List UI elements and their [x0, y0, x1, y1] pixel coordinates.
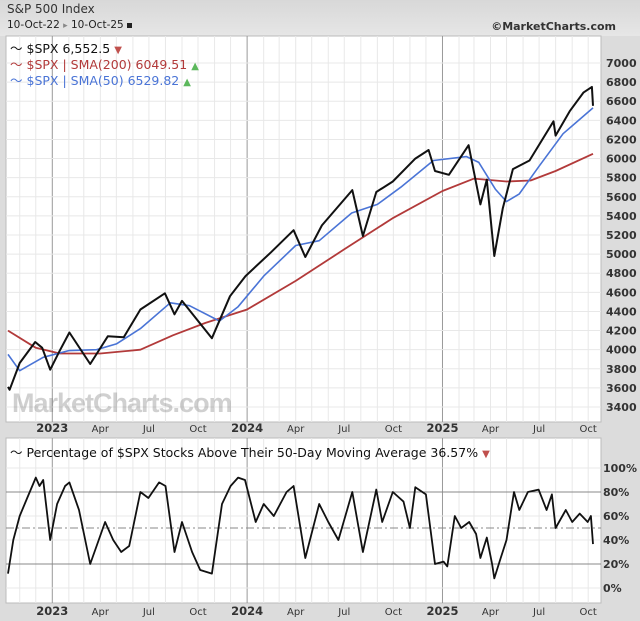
- x-tick-label: Oct: [189, 607, 206, 618]
- chart-title: S&P 500 Index: [7, 2, 95, 16]
- price-line: [7, 85, 594, 391]
- price-panel: [5, 35, 602, 423]
- y-tick-label: 6600: [606, 95, 637, 108]
- y-tick-label: 60%: [603, 510, 629, 523]
- down-triangle-icon: ▼: [114, 45, 122, 56]
- y-tick-label: 6800: [606, 76, 637, 89]
- x-tick-label: 2023: [36, 604, 68, 618]
- x-tick-label: 2023: [36, 421, 68, 435]
- x-tick-label: Oct: [580, 424, 597, 435]
- y-tick-label: 80%: [603, 486, 629, 499]
- y-tick-label: 3600: [606, 382, 637, 395]
- y-tick-label: 40%: [603, 534, 629, 547]
- x-tick-label: Apr: [92, 424, 110, 435]
- x-tick-label: 2024: [231, 604, 263, 618]
- line-icon: 〜: [10, 41, 23, 56]
- breadth-panel: [5, 437, 602, 604]
- legend-breadth-value: 36.57%: [430, 445, 479, 460]
- x-tick-label: Oct: [580, 607, 597, 618]
- y-tick-label: 3400: [606, 401, 637, 414]
- y-tick-label: 4600: [606, 286, 637, 299]
- x-tick-label: Jul: [337, 607, 350, 618]
- up-triangle-icon: ▲: [183, 77, 191, 88]
- y-tick-label: 6400: [606, 114, 637, 127]
- legend-sma50-value: 6529.82: [127, 73, 180, 88]
- legend-sma200-name: $SPX | SMA(200): [26, 57, 132, 72]
- y-tick-label: 4400: [606, 305, 637, 318]
- legend-price-value: 6,552.5: [62, 41, 111, 56]
- y-tick-label: 20%: [603, 558, 629, 571]
- chart-header: S&P 500 Index 10-Oct-22 ▸ 10-Oct-25 ©Mar…: [0, 0, 640, 36]
- x-tick-label: Jul: [532, 607, 545, 618]
- y-tick-label: 6200: [606, 133, 637, 146]
- y-tick-label: 5200: [606, 229, 637, 242]
- legend-sma50-name: $SPX | SMA(50): [26, 73, 124, 88]
- y-tick-label: 0%: [603, 582, 622, 595]
- x-tick-label: Apr: [482, 607, 500, 618]
- x-tick-label: 2025: [426, 604, 458, 618]
- breadth-line: [7, 476, 594, 580]
- x-tick-label: Jul: [142, 607, 155, 618]
- x-tick-label: Apr: [287, 607, 305, 618]
- range-start: 10-Oct-22: [7, 19, 60, 31]
- line-icon: 〜: [10, 73, 23, 88]
- up-triangle-icon: ▲: [191, 61, 199, 72]
- y-tick-label: 3800: [606, 363, 637, 376]
- date-range: 10-Oct-22 ▸ 10-Oct-25: [7, 19, 133, 31]
- watermark: MarketCharts.com: [12, 388, 233, 418]
- down-triangle-icon: ▼: [482, 449, 490, 460]
- legend-price-name: $SPX: [26, 41, 59, 56]
- x-tick-label: 2025: [426, 421, 458, 435]
- y-tick-label: 5800: [606, 172, 637, 185]
- y-tick-label: 5600: [606, 191, 637, 204]
- legend-price: 〜 $SPX 6,552.5 ▼: [10, 38, 122, 57]
- legend-sma200-value: 6049.51: [135, 57, 188, 72]
- x-tick-label: Jul: [337, 424, 350, 435]
- x-tick-label: Apr: [92, 607, 110, 618]
- x-tick-label: Jul: [532, 424, 545, 435]
- range-square-icon: [127, 22, 133, 28]
- sma200-line: [7, 152, 594, 355]
- y-tick-label: 4000: [606, 344, 637, 357]
- legend-breadth: 〜 Percentage of $SPX Stocks Above Their …: [10, 442, 490, 461]
- y-tick-label: 4800: [606, 267, 637, 280]
- line-icon: 〜: [10, 445, 23, 460]
- range-end: 10-Oct-25: [70, 19, 124, 31]
- y-tick-label: 5400: [606, 210, 637, 223]
- legend-sma200: 〜 $SPX | SMA(200) 6049.51 ▲: [10, 54, 199, 73]
- y-tick-label: 4200: [606, 325, 637, 338]
- legend-breadth-name: Percentage of $SPX Stocks Above Their 50…: [26, 445, 427, 460]
- x-tick-label: 2024: [231, 421, 263, 435]
- copyright: ©MarketCharts.com: [491, 20, 616, 33]
- range-arrow-icon: ▸: [63, 21, 68, 31]
- line-icon: 〜: [10, 57, 23, 72]
- y-tick-label: 5000: [606, 248, 637, 261]
- x-tick-label: Jul: [142, 424, 155, 435]
- x-tick-label: Oct: [385, 607, 402, 618]
- x-tick-label: Apr: [482, 424, 500, 435]
- y-tick-label: 7000: [606, 57, 637, 70]
- y-tick-label: 100%: [603, 462, 637, 475]
- legend-sma50: 〜 $SPX | SMA(50) 6529.82 ▲: [10, 70, 191, 89]
- x-tick-label: Oct: [385, 424, 402, 435]
- y-tick-label: 6000: [606, 153, 637, 166]
- x-tick-label: Oct: [189, 424, 206, 435]
- x-tick-label: Apr: [287, 424, 305, 435]
